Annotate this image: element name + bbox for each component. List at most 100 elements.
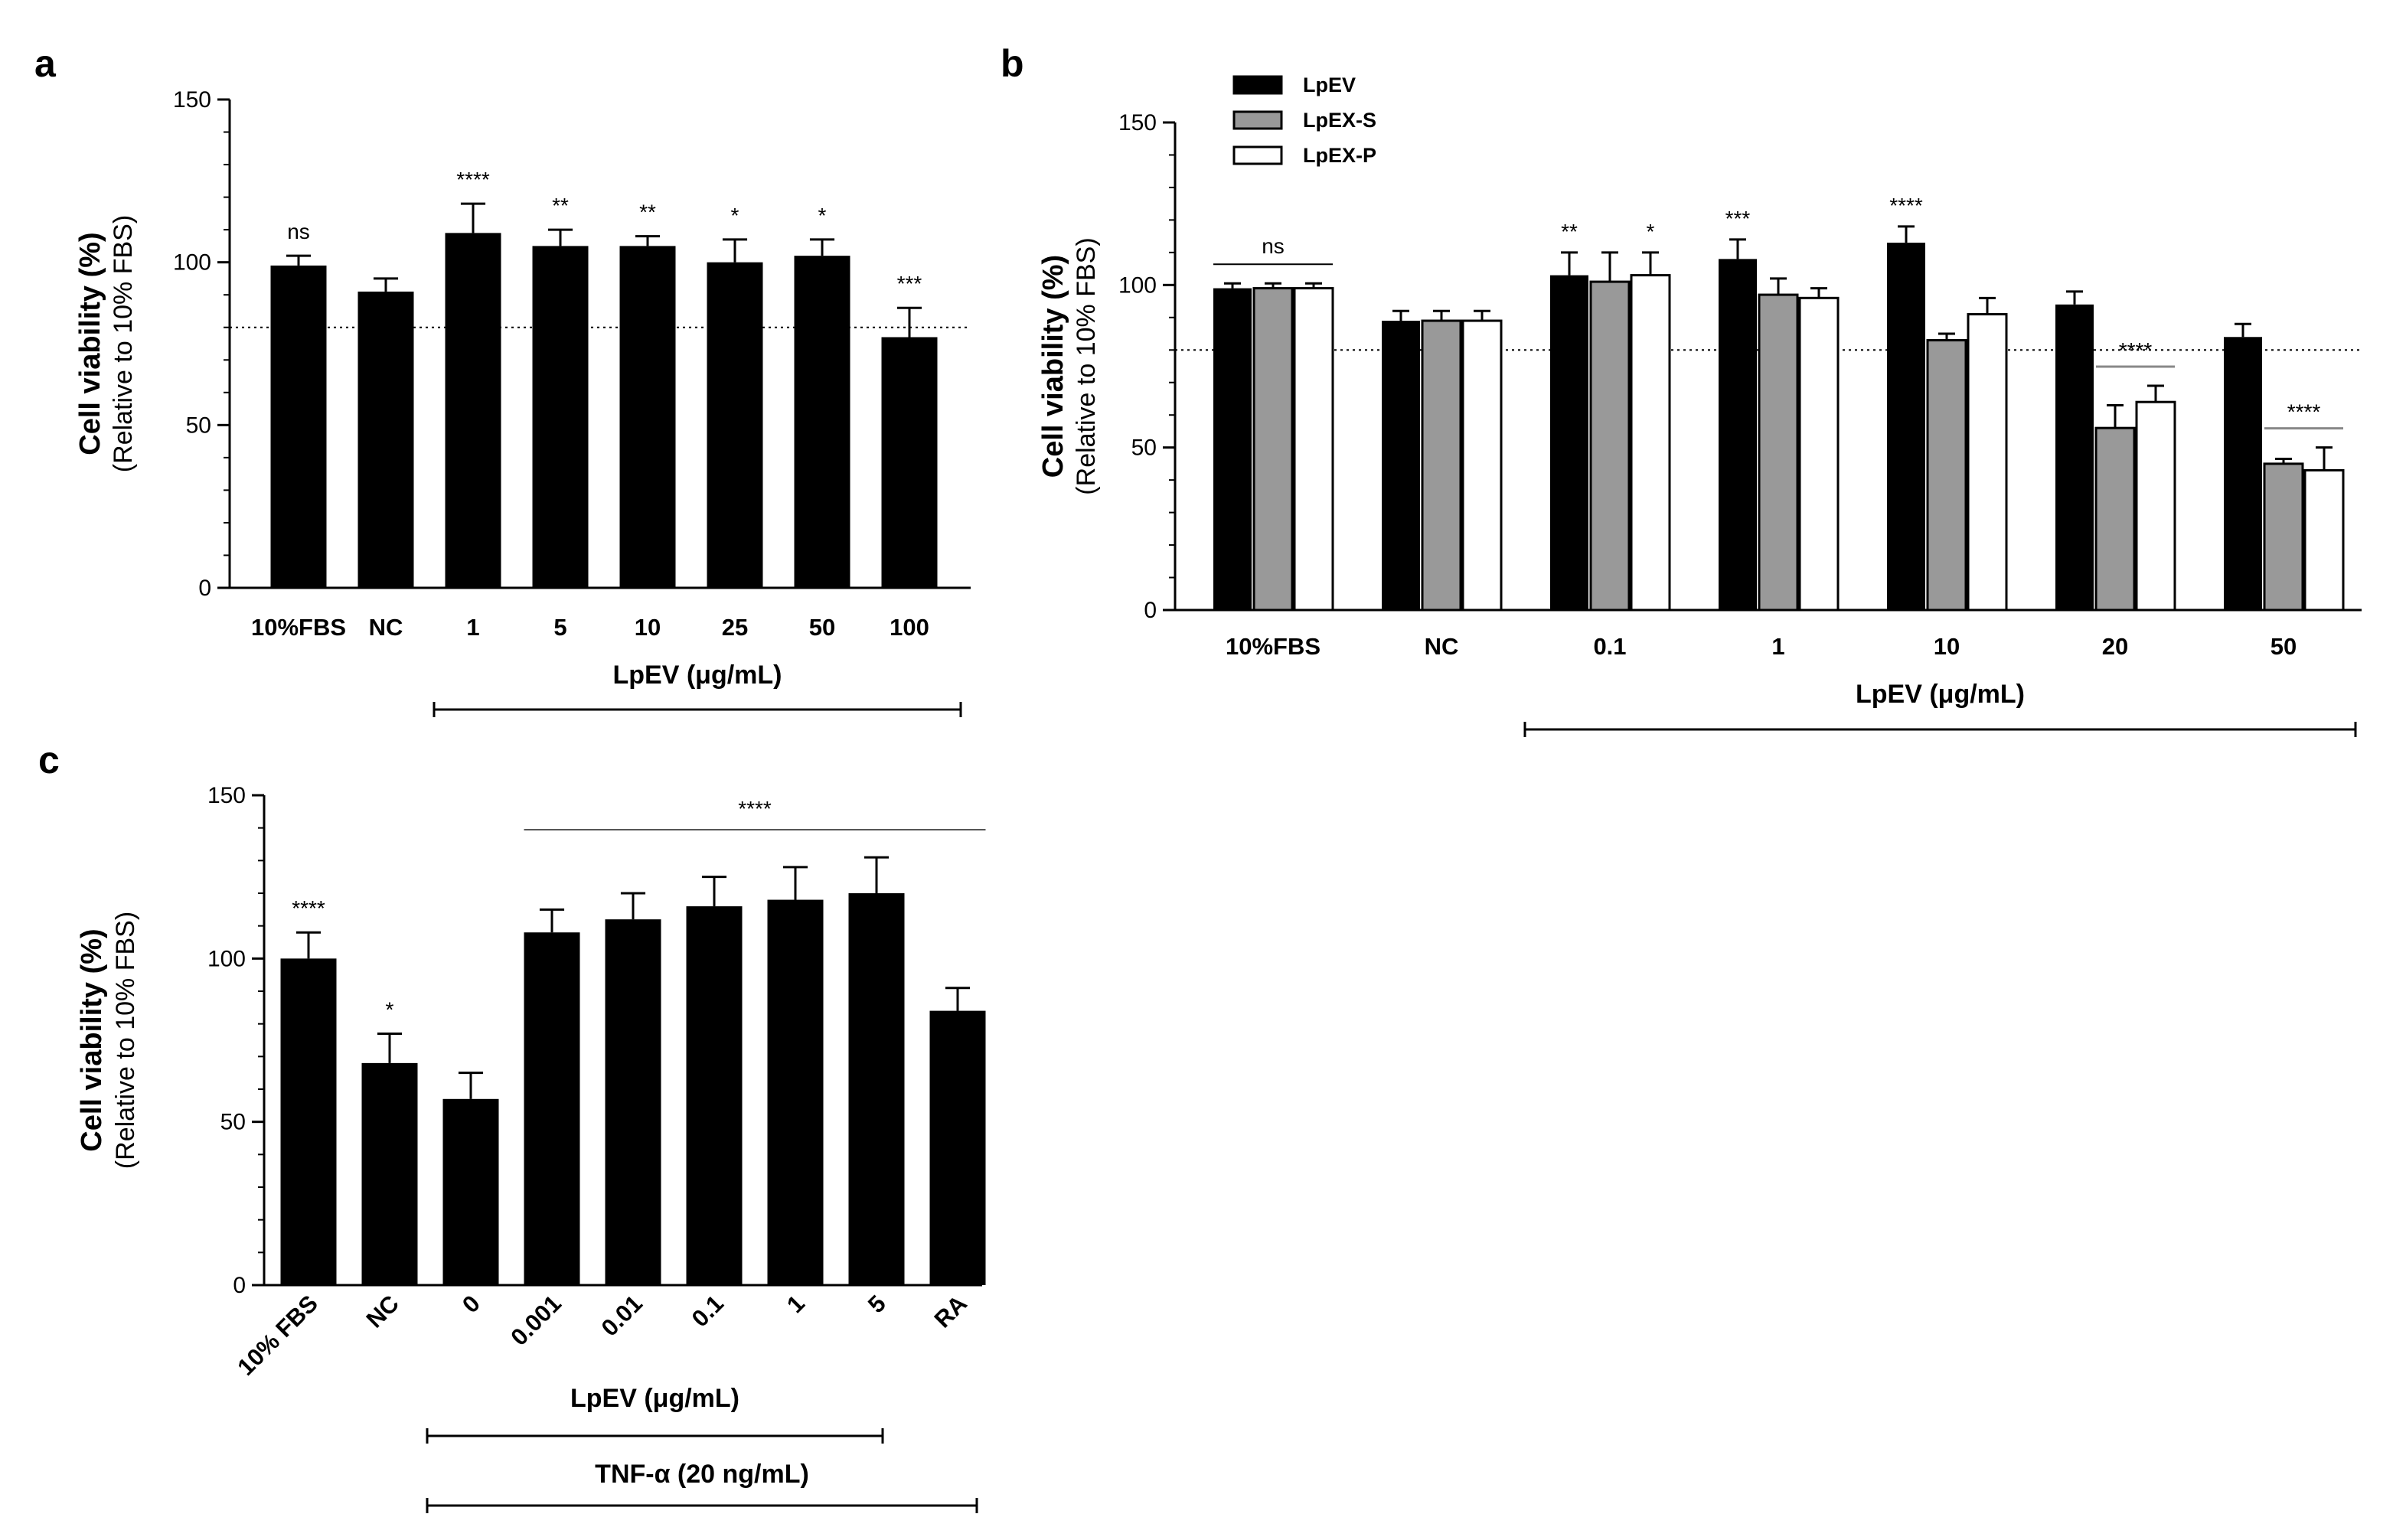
significance-label: ns [287,220,310,243]
y-tick-label: 150 [173,87,211,113]
bar-lpev-4 [619,246,676,588]
y-tick-label: 50 [220,1110,246,1135]
bar-lpev-7 [881,337,938,588]
significance-label: * [731,204,739,227]
x-tick-label: 0.1 [687,1290,729,1332]
bar-lpev-4 [605,919,661,1285]
x-tick-label: 10%FBS [251,614,346,641]
x-group-label: LpEV (μg/mL) [613,661,782,690]
x-tick-label: 25 [722,614,748,641]
x-tick-label: 1 [1771,633,1784,660]
significance-span-label: **** [738,797,772,821]
x-tick-label: 0.001 [505,1290,566,1351]
panel-label: c [38,739,60,781]
legend-swatch-lpex-p [1232,145,1283,165]
legend-swatch-lpex-s [1232,110,1283,130]
bar-lpev-1 [361,1062,418,1285]
x-tick-label: 10 [635,614,661,641]
significance-label: **** [2287,400,2321,424]
y-axis-sublabel: (Relative to 10% FBS) [109,215,138,472]
bar-lpex-p-4 [1967,313,2008,612]
x-tick-label: 10 [1934,633,1960,660]
x-tick-label: 0 [457,1290,485,1318]
significance-label: * [1647,220,1655,243]
x-group-label: LpEV (μg/mL) [570,1384,739,1413]
bar-lpev-1 [357,291,414,588]
bar-lpex-p-5 [2135,400,2176,612]
bar-lpex-s-3 [1758,293,1799,612]
bar-lpev-2 [445,233,501,588]
y-tick-label: 50 [186,413,211,438]
panel-c: c 0 50 100 150 Cell viability (%) (Relative to… [38,739,986,1513]
significance-label: **** [292,896,325,920]
x-group-label-2: TNF-α (20 ng/mL) [595,1460,809,1489]
bar-lpex-s-1 [1421,319,1462,612]
x-tick-label: RA [929,1290,972,1333]
x-tick-label: NC [369,614,403,641]
y-axis-sublabel: (Relative to 10% FBS) [1072,237,1101,494]
y-axis-label: Cell viability (%) [76,928,108,1151]
significance-label: * [818,204,827,227]
x-tick-label: NC [1425,633,1459,660]
bar-lpev-8 [929,1010,986,1285]
y-tick-label: 0 [233,1273,246,1298]
x-tick-label: 1 [782,1290,810,1318]
x-tick-label: NC [361,1290,404,1333]
bar-lpev-0 [280,958,337,1285]
bar-lpev-5 [707,262,763,588]
bar-lpev-6 [2224,337,2262,610]
y-tick-label: 50 [1131,436,1157,461]
x-tick-label: 20 [2102,633,2128,660]
significance-label: *** [897,272,922,295]
significance-label: ** [639,201,656,224]
bar-lpex-s-0 [1252,287,1294,612]
bar-lpev-3 [524,932,580,1285]
significance-label: **** [2119,338,2153,362]
bar-lpev-6 [767,899,824,1285]
y-tick-label: 150 [207,783,246,808]
bar-lpex-s-5 [2094,426,2136,612]
x-tick-label: 10% FBS [232,1290,323,1381]
significance-label: * [386,997,394,1021]
legend-label: LpEV [1303,73,1356,96]
significance-label: ** [552,194,569,217]
significance-label: ns [1262,234,1285,258]
bar-lpev-6 [794,256,850,588]
y-axis-label: Cell viability (%) [74,232,106,455]
panel-label: a [34,42,57,85]
x-tick-label: 50 [809,614,835,641]
x-group-label: LpEV (μg/mL) [1856,680,2025,709]
legend-swatch-lpev [1232,75,1283,95]
bar-lpev-3 [532,246,589,588]
x-tick-label: 5 [553,614,566,641]
legend: LpEV LpEX-S LpEX-P [1232,73,1376,167]
bar-lpev-5 [686,906,743,1285]
y-axis-sublabel: (Relative to 10% FBS) [111,912,140,1169]
y-axis-label: Cell viability (%) [1037,255,1069,478]
significance-label: **** [1889,194,1923,217]
y-tick-label: 100 [207,946,246,971]
panel-label: b [1001,42,1024,85]
y-tick-label: 0 [198,576,211,601]
bar-lpev-1 [1382,321,1420,610]
significance-label: *** [1725,207,1751,230]
bar-lpev-2 [442,1098,499,1285]
bar-lpev-0 [1213,288,1252,610]
x-tick-label: 10%FBS [1226,633,1321,660]
bar-lpex-s-2 [1589,280,1631,612]
bar-lpev-2 [1550,275,1588,610]
significance-label: **** [456,168,490,191]
x-tick-label: 0.01 [596,1290,648,1341]
y-tick-label: 150 [1118,110,1157,135]
bar-lpex-p-2 [1630,274,1671,612]
x-tick-label: 1 [466,614,479,641]
bar-lpev-3 [1719,259,1757,610]
bar-lpev-5 [2055,304,2094,610]
bar-lpex-s-4 [1926,339,1967,612]
legend-label: LpEX-S [1303,109,1376,132]
x-tick-label: 50 [2271,633,2297,660]
significance-label: ** [1561,220,1578,243]
